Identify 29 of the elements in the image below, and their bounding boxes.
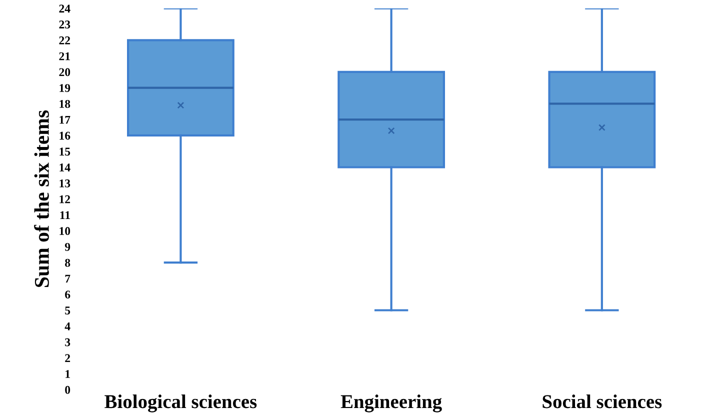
y-tick-label: 9 — [64, 242, 70, 251]
y-tick-label: 6 — [65, 290, 70, 299]
y-tick-label: 4 — [64, 322, 70, 330]
y-tick-label: 12 — [60, 195, 70, 204]
y-tick-label: 3 — [65, 338, 70, 346]
y-axis-title: Sum of the six items — [34, 110, 49, 288]
y-tick-label: 13 — [60, 179, 70, 188]
y-tick-label: 11 — [60, 211, 70, 220]
x-tick-label: Biological sciences — [104, 394, 257, 412]
y-tick-label: 2 — [65, 354, 70, 362]
y-tick-label: 17 — [60, 116, 70, 124]
y-tick-label: 21 — [59, 52, 70, 60]
y-tick-label: 14 — [60, 164, 70, 172]
y-tick-label: 0 — [65, 386, 70, 394]
y-tick-label: 15 — [60, 148, 70, 156]
y-tick-label: 16 — [60, 132, 70, 140]
y-tick-label: 10 — [60, 227, 70, 236]
y-tick-label: 19 — [60, 84, 70, 92]
y-tick-label: 1 — [66, 370, 70, 378]
y-tick-label: 5 — [65, 306, 70, 314]
y-tick-label: 24 — [59, 4, 70, 12]
y-tick-label: 22 — [59, 36, 70, 44]
y-tick-label: 8 — [65, 258, 70, 267]
y-tick-label: 23 — [59, 20, 70, 28]
y-tick-label: 7 — [65, 274, 70, 283]
x-tick-label: Engineering — [340, 394, 442, 412]
y-tick-label: 20 — [59, 68, 70, 76]
x-tick-label: Social sciences — [542, 394, 662, 408]
y-tick-label: 18 — [60, 100, 70, 108]
